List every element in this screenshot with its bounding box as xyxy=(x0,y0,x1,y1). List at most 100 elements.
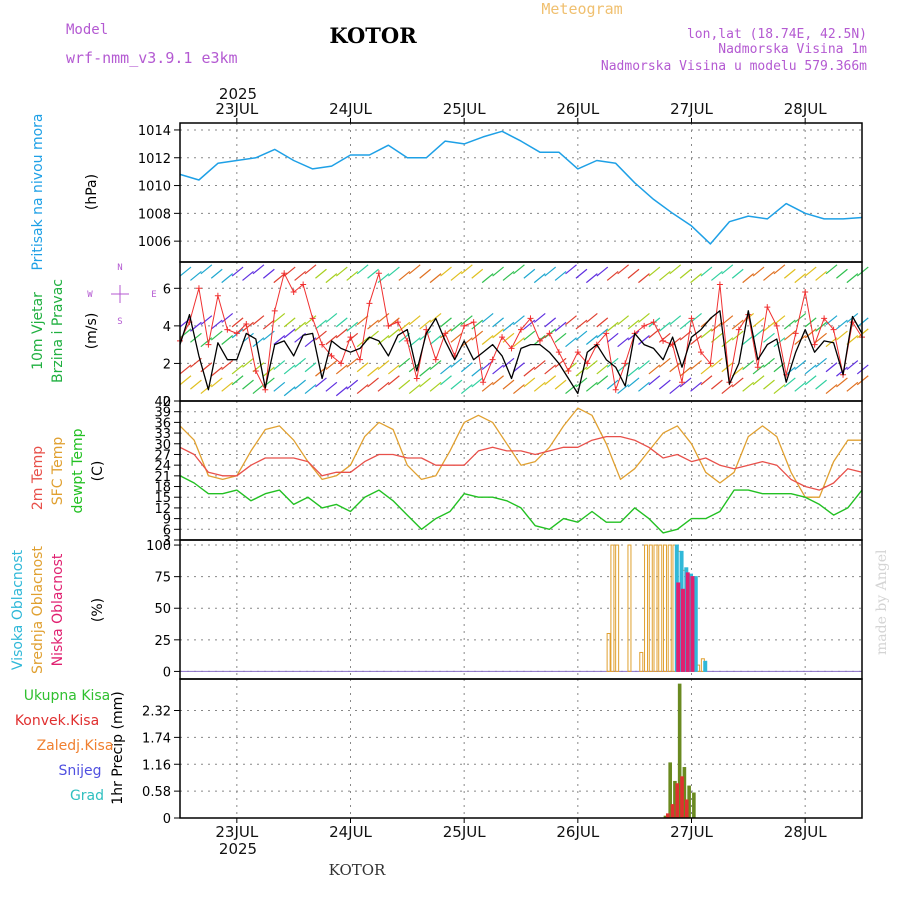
wind-barb xyxy=(513,337,525,348)
y-tick-label: 6 xyxy=(163,282,171,297)
y-tick-label: 33 xyxy=(154,427,171,442)
wind-barb xyxy=(575,377,588,388)
wind-barb xyxy=(533,313,546,323)
wind-barb xyxy=(565,264,577,275)
day-label-top: 28JUL xyxy=(784,100,827,118)
wind-barb xyxy=(419,319,432,330)
wind-barb xyxy=(460,264,473,275)
wind-barb xyxy=(700,266,713,277)
panel-cloud: 0 25 50 75 100 xyxy=(146,539,862,680)
wind-barb xyxy=(742,360,755,371)
wind-barb xyxy=(377,273,390,284)
compass-icon xyxy=(111,285,129,303)
temp-unit: (C) xyxy=(90,461,106,482)
wind-barb xyxy=(242,357,254,368)
wind-barb xyxy=(742,381,755,392)
wind-barb xyxy=(606,332,619,343)
gust-marker xyxy=(612,386,619,393)
wind-barb xyxy=(252,315,265,326)
wind-barb xyxy=(617,384,629,394)
gust-marker xyxy=(375,270,382,277)
y-tick-label: 6 xyxy=(163,523,171,538)
wind-barb xyxy=(856,375,869,386)
gust-marker xyxy=(394,319,401,326)
wind-barb xyxy=(356,384,369,394)
gust-marker xyxy=(233,330,240,337)
day-label-top: 27JUL xyxy=(670,100,713,118)
wind-barb xyxy=(669,264,682,275)
wind-barb xyxy=(190,379,202,390)
wind-barb xyxy=(783,377,796,388)
wind-barb xyxy=(773,264,786,275)
wind-barb xyxy=(763,332,775,343)
wind-barb xyxy=(669,337,682,348)
gust-marker xyxy=(811,341,818,348)
wind-barb xyxy=(388,375,400,386)
cloud-bar xyxy=(680,588,685,672)
precip-bar xyxy=(680,776,684,818)
wind-barb xyxy=(388,266,400,277)
wind-barb xyxy=(533,360,546,371)
gust-marker xyxy=(271,307,278,314)
wind-barb xyxy=(367,330,379,341)
wind-barb xyxy=(179,364,192,375)
lonlat-label: lon,lat (18.74E, 42.5N) xyxy=(687,27,867,42)
wind-barb xyxy=(221,273,234,284)
gust-marker xyxy=(480,379,487,386)
wind-barb xyxy=(450,332,463,343)
panel-frame-cloud xyxy=(179,539,863,680)
day-label-top: 25JUL xyxy=(443,100,486,118)
wind-barb xyxy=(492,328,504,339)
wind-barb xyxy=(565,315,577,326)
wind-barb xyxy=(606,357,619,368)
wind-barb xyxy=(585,273,598,284)
wind-barb xyxy=(231,375,244,386)
wind-barb xyxy=(346,321,359,332)
wind-barb xyxy=(294,321,306,332)
cloud-bar xyxy=(676,582,681,672)
precip-bar xyxy=(687,785,691,818)
wind-barb xyxy=(492,266,504,277)
precip-bar xyxy=(684,799,689,818)
wind-barb xyxy=(429,335,442,345)
gust-marker xyxy=(224,326,231,333)
wind-barb xyxy=(460,337,473,348)
wind-barb xyxy=(585,335,598,345)
sfc-temp-line xyxy=(179,407,862,498)
wind-barb xyxy=(335,317,348,328)
wind-barb xyxy=(315,268,327,279)
wind-barb xyxy=(627,366,640,377)
wind-barb xyxy=(752,317,765,328)
wind-barb xyxy=(210,319,223,330)
gust-marker xyxy=(679,379,686,386)
wind-barb xyxy=(523,377,536,388)
wind-barb xyxy=(242,321,254,332)
wind-barb xyxy=(554,379,567,390)
wind-barb xyxy=(773,362,786,373)
gust-marker xyxy=(536,337,543,344)
wind-barb xyxy=(398,321,411,332)
wind-barb xyxy=(252,337,265,348)
y-tick-label: 3 xyxy=(163,534,171,549)
wind-barb xyxy=(440,364,452,375)
watermark: made by Angel xyxy=(874,549,890,655)
wind-barb xyxy=(471,377,484,388)
wind-barb xyxy=(210,377,223,388)
wind-barb xyxy=(627,319,640,330)
x-axis: 2025 2025 xyxy=(219,85,257,858)
wind-barb xyxy=(596,364,609,375)
compass-e: E xyxy=(151,290,156,300)
station-title: KOTOR xyxy=(329,23,417,48)
gust-marker xyxy=(754,364,761,371)
y-tick-label: 4 xyxy=(163,320,171,335)
wind-barb xyxy=(367,268,379,279)
wind-barb xyxy=(523,330,536,341)
wind-barb xyxy=(450,321,463,332)
precip-bar xyxy=(675,783,680,818)
wind-barb xyxy=(221,313,234,323)
y-tick-label: 27 xyxy=(154,448,171,463)
gust-marker xyxy=(792,330,799,337)
wind-barb xyxy=(638,381,650,392)
wind-barb xyxy=(679,377,692,388)
gust-marker xyxy=(195,285,202,292)
